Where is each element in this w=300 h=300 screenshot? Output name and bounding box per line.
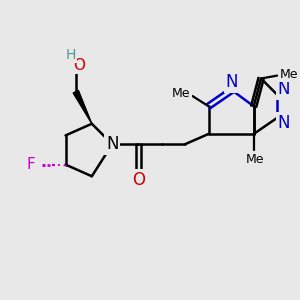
Text: Me: Me [246,153,264,166]
Text: Me: Me [172,87,190,100]
Text: N: N [226,73,238,91]
Text: N: N [277,114,290,132]
Text: Me: Me [280,68,298,81]
Text: H: H [65,48,76,62]
Text: O: O [132,171,145,189]
Text: O: O [73,58,85,73]
Text: N: N [277,80,290,98]
Polygon shape [73,90,92,124]
Text: F: F [27,157,35,172]
Text: N: N [106,135,118,153]
